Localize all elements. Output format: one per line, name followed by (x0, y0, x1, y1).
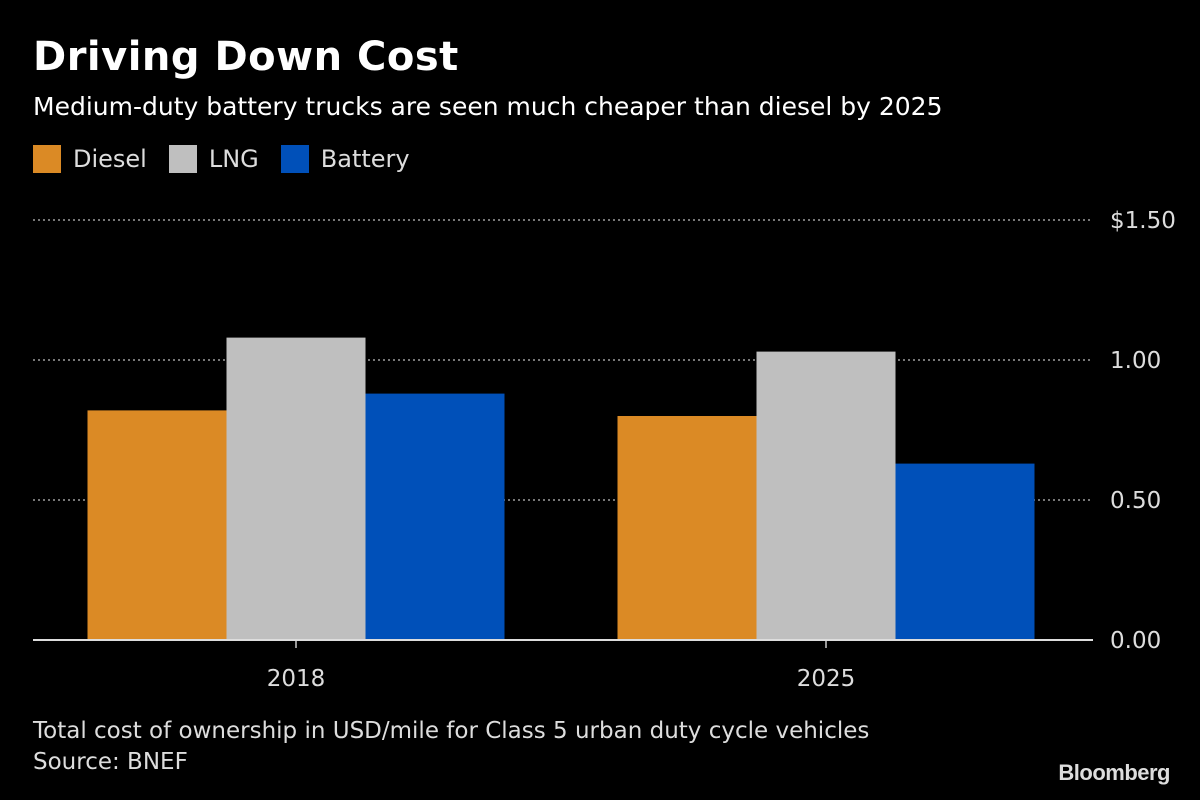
legend-label: Battery (320, 145, 410, 173)
chart-title: Driving Down Cost (33, 34, 459, 80)
legend-swatch-battery (280, 145, 309, 173)
legend-item-battery: Battery (280, 145, 410, 173)
y-tick-label: 0.50 (1110, 488, 1161, 514)
legend-label: LNG (208, 145, 259, 173)
chart-source: Source: BNEF (33, 749, 188, 775)
legend-item-lng: LNG (168, 145, 259, 173)
chart-subtitle: Medium-duty battery trucks are seen much… (33, 92, 943, 121)
legend-label: Diesel (73, 145, 147, 173)
y-tick-label: $1.50 (1110, 208, 1176, 234)
bar-battery-2018 (365, 393, 505, 640)
bar-diesel-2018 (87, 410, 227, 640)
legend-swatch-diesel (33, 145, 61, 173)
y-tick-label: 0.00 (1110, 628, 1161, 654)
bar-diesel-2025 (617, 416, 757, 640)
y-tick-label: 1.00 (1110, 348, 1161, 374)
chart-note: Total cost of ownership in USD/mile for … (33, 718, 870, 744)
legend-item-diesel: Diesel (33, 145, 147, 173)
legend-swatch-lng (168, 145, 197, 173)
bloomberg-logo: Bloomberg (1058, 760, 1170, 785)
x-tick-label: 2018 (267, 666, 326, 692)
bar-lng-2018 (226, 337, 366, 640)
bar-lng-2025 (756, 351, 896, 640)
x-tick-label: 2025 (797, 666, 856, 692)
bar-battery-2025 (895, 463, 1035, 640)
legend: Diesel LNG Battery (33, 145, 410, 173)
footer: Total cost of ownership in USD/mile for … (33, 716, 869, 778)
